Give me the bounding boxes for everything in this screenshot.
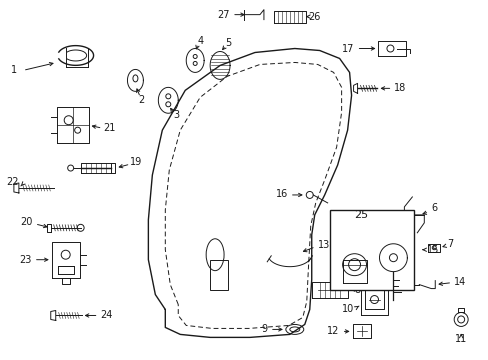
Text: 14: 14 [453, 276, 466, 287]
Ellipse shape [388, 254, 397, 262]
Text: 18: 18 [394, 84, 406, 93]
Text: 2: 2 [138, 95, 144, 105]
Bar [210, 260, 227, 289]
Text: 21: 21 [103, 123, 116, 133]
Text: 6: 6 [430, 203, 436, 213]
Text: 5: 5 [224, 37, 231, 48]
Text: 15: 15 [427, 245, 439, 255]
Text: 26: 26 [307, 12, 320, 22]
Text: 19: 19 [130, 157, 142, 167]
Text: 13: 13 [317, 240, 329, 250]
Text: 1: 1 [11, 66, 17, 76]
Text: 12: 12 [326, 327, 339, 336]
Text: 24: 24 [101, 310, 113, 320]
Text: 25: 25 [354, 210, 368, 220]
Text: 3: 3 [173, 110, 179, 120]
Text: 27: 27 [217, 10, 229, 20]
Text: 22: 22 [6, 177, 19, 187]
Text: 8: 8 [354, 284, 360, 294]
Text: 11: 11 [454, 334, 467, 345]
Text: 7: 7 [447, 239, 452, 249]
Bar [329, 210, 413, 289]
Text: 16: 16 [275, 189, 287, 199]
Text: 17: 17 [342, 44, 354, 54]
Text: 23: 23 [19, 255, 31, 265]
Text: 10: 10 [342, 305, 354, 315]
Text: 20: 20 [20, 217, 33, 227]
Text: 4: 4 [197, 36, 203, 46]
Text: 9: 9 [261, 324, 267, 334]
